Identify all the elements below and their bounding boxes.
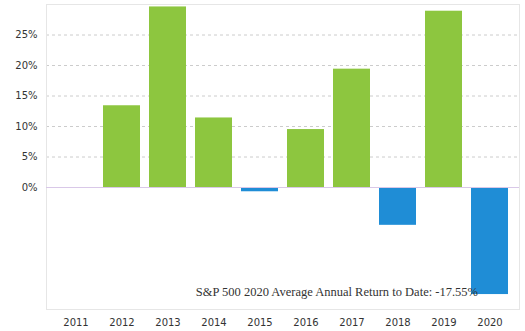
svg-text:2016: 2016 (293, 317, 318, 328)
svg-text:2015: 2015 (247, 317, 272, 328)
svg-text:2013: 2013 (155, 317, 180, 328)
svg-text:5%: 5% (22, 151, 38, 162)
svg-text:15%: 15% (15, 90, 37, 101)
svg-text:2020: 2020 (477, 317, 502, 328)
svg-text:0%: 0% (22, 182, 38, 193)
svg-text:2011: 2011 (63, 317, 88, 328)
svg-text:25%: 25% (15, 29, 37, 40)
svg-text:20%: 20% (15, 60, 37, 71)
svg-text:2019: 2019 (431, 317, 456, 328)
svg-text:2012: 2012 (109, 317, 134, 328)
svg-text:2014: 2014 (201, 317, 226, 328)
svg-text:2017: 2017 (339, 317, 364, 328)
svg-text:10%: 10% (15, 121, 37, 132)
svg-text:S&P 500 2020 Average Annual Re: S&P 500 2020 Average Annual Return to Da… (196, 285, 478, 299)
svg-text:2018: 2018 (385, 317, 410, 328)
